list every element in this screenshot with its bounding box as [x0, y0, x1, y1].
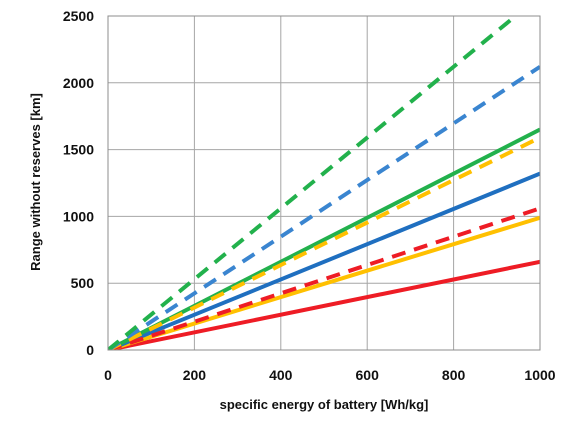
y-tick-label: 2000	[63, 75, 94, 91]
y-tick-label: 2500	[63, 8, 94, 24]
x-tick-label: 0	[104, 367, 112, 383]
series-line-6-dashed	[108, 138, 540, 350]
series-line-3-solid	[108, 174, 540, 350]
x-tick-label: 400	[269, 367, 293, 383]
plot-border	[108, 16, 540, 350]
y-tick-label: 0	[86, 342, 94, 358]
series-layer	[108, 0, 540, 350]
y-tick-label: 500	[71, 275, 95, 291]
y-tick-label: 1500	[63, 142, 94, 158]
y-tick-label: 1000	[63, 208, 94, 224]
y-axis-title: Range without reserves [km]	[28, 93, 43, 271]
x-axis-title: specific energy of battery [Wh/kg]	[220, 397, 429, 412]
series-line-8-dashed	[108, 0, 540, 350]
plot-frame	[108, 16, 540, 350]
grid	[108, 16, 540, 350]
x-tick-label: 800	[442, 367, 466, 383]
x-tick-label: 1000	[524, 367, 555, 383]
x-tick-label: 600	[356, 367, 380, 383]
x-tick-label: 200	[183, 367, 207, 383]
